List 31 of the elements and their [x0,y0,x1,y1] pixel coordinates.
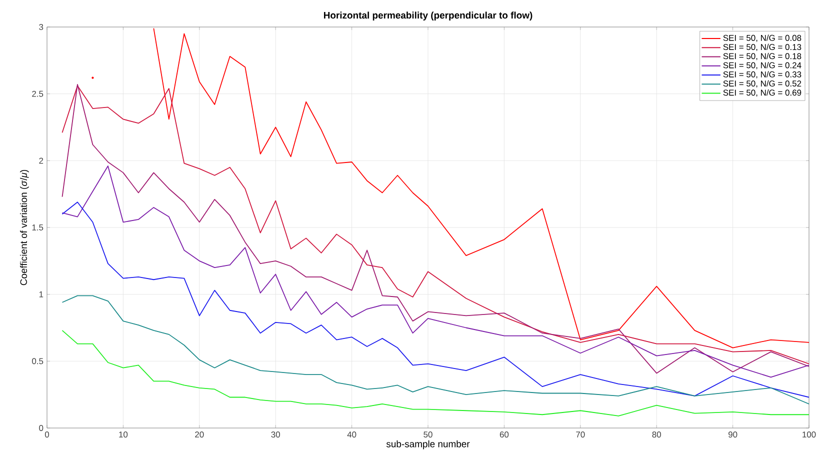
y-tick-label: 1 [39,291,44,298]
y-tick-label: 2 [39,158,44,164]
legend-label: SEI = 50, N/G = 0.24 [723,62,802,70]
y-tick-label: 0 [39,425,44,431]
x-tick-label: 10 [119,432,128,438]
y-tick-label: 2.5 [32,90,44,97]
chart-title: Horizontal permeability (perpendicular to flow) [324,12,532,20]
legend-label: SEI = 50, N/G = 0.52 [723,80,802,88]
line-series [62,166,810,378]
x-tick-label: 40 [347,432,356,438]
line-series [62,330,810,416]
x-tick-label: 60 [500,432,509,438]
legend-label: SEI = 50, N/G = 0.08 [723,34,802,42]
x-tick-label: 50 [424,432,432,438]
legend-label: SEI = 50, N/G = 0.18 [723,52,802,60]
y-tick-label: 3 [39,24,44,30]
legend-label: SEI = 50, N/G = 0.69 [723,89,802,97]
x-axis-title: sub-sample number [386,440,470,450]
y-tick-label: 0.5 [32,358,44,364]
x-tick-label: 80 [652,432,661,438]
x-tick-label: 90 [728,432,738,438]
line-series [62,295,810,404]
x-tick-label: 0 [44,432,50,438]
y-tick-label: 1.5 [32,224,44,230]
legend-label: SEI = 50, N/G = 0.13 [723,44,802,52]
legend-label: SEI = 50, N/G = 0.33 [723,71,802,78]
x-tick-label: 100 [802,432,816,438]
x-tick-label: 70 [576,432,585,438]
x-tick-label: 30 [271,432,280,438]
x-tick-label: 20 [195,432,204,438]
line-series [62,202,810,398]
